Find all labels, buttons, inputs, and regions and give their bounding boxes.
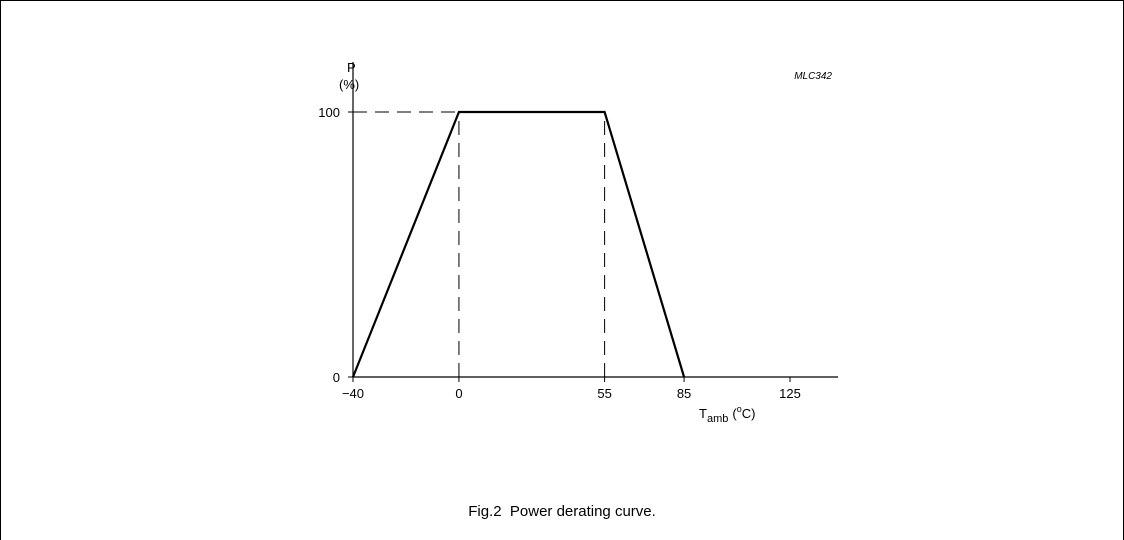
x-axis-label-subscript: amb xyxy=(707,413,728,425)
figure-caption: Fig.2 Power derating curve. xyxy=(468,503,656,520)
x-tick-label-0: −40 xyxy=(342,386,364,401)
x-tick-label-4: 125 xyxy=(779,386,801,401)
x-tick-label-1: 0 xyxy=(455,386,462,401)
x-axis-unit-superscript: o xyxy=(737,404,742,414)
y-axis-label: P xyxy=(347,60,356,75)
x-tick-label-3: 85 xyxy=(677,386,691,401)
y-tick-label-0: 0 xyxy=(333,370,340,385)
x-tick-label-2: 55 xyxy=(597,386,611,401)
series-layer xyxy=(351,110,686,378)
x-axis-unit-prefix: ( xyxy=(732,406,737,421)
figure-reference-code: MLC342 xyxy=(794,71,832,82)
reference-lines xyxy=(353,111,606,377)
x-axis-label-main: T xyxy=(699,406,707,421)
y-axis-unit: (%) xyxy=(339,77,359,92)
x-axis-label: Tamb (oC) xyxy=(699,404,755,425)
tick-marks xyxy=(348,111,791,382)
series-line-0 xyxy=(351,110,686,378)
axes xyxy=(352,62,838,378)
y-tick-label-1: 100 xyxy=(318,105,340,120)
x-axis-unit-suffix: C) xyxy=(742,406,756,421)
